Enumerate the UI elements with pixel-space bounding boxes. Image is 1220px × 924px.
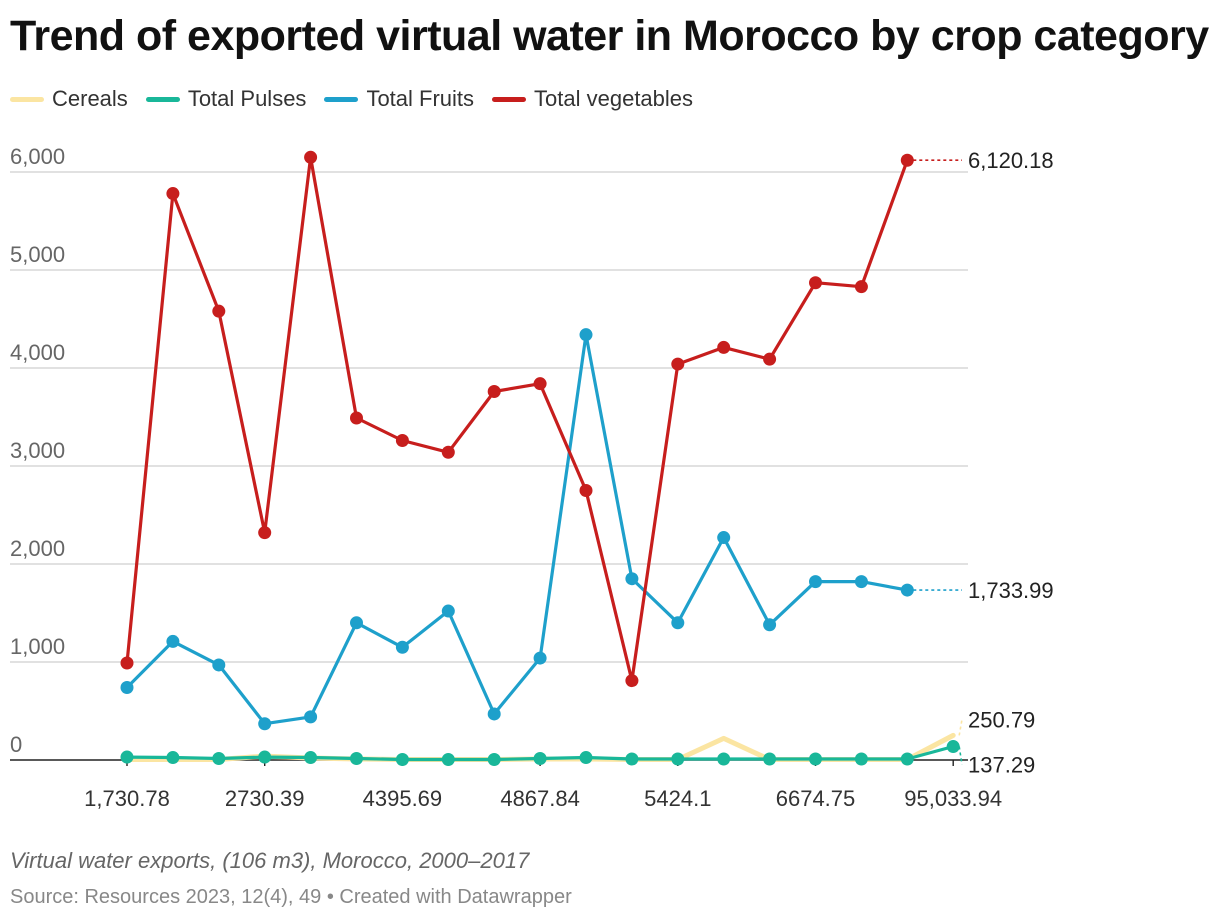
data-point <box>671 357 685 371</box>
legend: Cereals Total Pulses Total Fruits Total veg… <box>10 86 693 112</box>
y-tick-label: 1,000 <box>10 634 65 659</box>
data-point <box>395 640 409 654</box>
series-line <box>125 333 909 726</box>
chart-source: Source: Resources 2023, 12(4), 49 • Crea… <box>10 886 572 908</box>
data-point <box>441 753 455 767</box>
data-point <box>533 377 547 391</box>
data-point <box>350 411 363 425</box>
legend-label: Cereals <box>52 86 128 111</box>
data-point <box>441 445 455 459</box>
data-point <box>579 484 593 497</box>
end-value-label: 1,733.99 <box>968 578 1054 603</box>
end-label-leader <box>958 746 963 765</box>
data-point <box>487 707 501 721</box>
end-label-leader <box>958 719 963 736</box>
data-point <box>350 752 363 766</box>
data-point <box>946 740 960 754</box>
data-point <box>304 751 318 765</box>
y-tick-label: 4,000 <box>10 340 65 365</box>
data-point <box>120 656 134 670</box>
chart-title: Trend of exported virtual water in Moroc… <box>10 12 1209 60</box>
data-point <box>166 634 180 648</box>
data-point <box>671 616 685 630</box>
end-value-label: 137.29 <box>968 753 1035 778</box>
data-point <box>258 717 272 731</box>
data-point <box>304 150 318 164</box>
legend-item: Cereals <box>10 86 128 112</box>
data-point <box>671 752 685 766</box>
data-point <box>212 752 226 766</box>
end-value-label: 250.79 <box>968 707 1035 732</box>
data-point <box>717 340 731 354</box>
data-point <box>579 328 593 342</box>
x-tick-label: 95,033.94 <box>904 786 1002 811</box>
data-point <box>763 752 777 766</box>
legend-item: Total Fruits <box>324 86 474 112</box>
legend-item: Total Pulses <box>145 86 307 112</box>
legend-label: Total Fruits <box>366 86 475 111</box>
data-point <box>533 752 547 766</box>
x-tick-label: 6674.75 <box>776 786 856 811</box>
data-point <box>809 752 822 766</box>
data-point <box>212 304 226 318</box>
data-point <box>258 750 272 764</box>
data-point <box>763 618 777 632</box>
data-point <box>533 651 547 665</box>
data-point <box>487 385 501 399</box>
data-point <box>304 710 318 724</box>
data-point <box>212 658 226 672</box>
data-point <box>900 752 914 766</box>
legend-swatch <box>324 96 359 102</box>
y-tick-label: 6,000 <box>10 144 65 169</box>
x-tick-label: 2730.39 <box>225 786 305 811</box>
data-point <box>625 752 639 766</box>
legend-swatch <box>145 96 180 102</box>
y-tick-label: 0 <box>10 732 22 757</box>
data-point <box>625 674 639 688</box>
data-point <box>441 604 455 618</box>
data-point <box>809 575 822 589</box>
x-tick-label: 4867.84 <box>500 786 580 811</box>
data-point <box>854 280 868 294</box>
data-point <box>120 680 134 694</box>
y-tick-label: 2,000 <box>10 536 65 561</box>
legend-label: Total Pulses <box>187 86 307 111</box>
data-point <box>487 753 501 767</box>
data-point <box>166 187 180 201</box>
data-point <box>166 751 180 765</box>
chart-subtitle: Virtual water exports, (106 m3), Morocco… <box>10 848 530 873</box>
data-point <box>120 750 134 764</box>
y-tick-label: 5,000 <box>10 242 65 267</box>
end-value-label: 6,120.18 <box>968 148 1054 173</box>
data-point <box>900 583 914 597</box>
legend-swatch <box>492 96 527 102</box>
legend-label: Total vegetables <box>534 86 694 111</box>
data-point <box>854 752 868 766</box>
series-line <box>125 155 909 683</box>
data-point <box>717 531 731 545</box>
legend-swatch <box>10 96 44 102</box>
x-tick-label: 4395.69 <box>363 786 443 811</box>
data-point <box>395 753 409 767</box>
data-point <box>854 575 868 589</box>
data-point <box>258 526 272 540</box>
data-point <box>350 616 363 630</box>
data-point <box>395 434 409 448</box>
y-tick-label: 3,000 <box>10 438 65 463</box>
data-point <box>900 153 914 167</box>
data-point <box>717 752 731 766</box>
data-point <box>809 276 822 290</box>
legend-item: Total vegetables <box>492 86 693 112</box>
data-point <box>579 751 593 765</box>
data-point <box>763 352 777 366</box>
x-tick-label: 5424.1 <box>644 786 711 811</box>
data-point <box>625 572 639 586</box>
x-tick-label: 1,730.78 <box>84 786 170 811</box>
